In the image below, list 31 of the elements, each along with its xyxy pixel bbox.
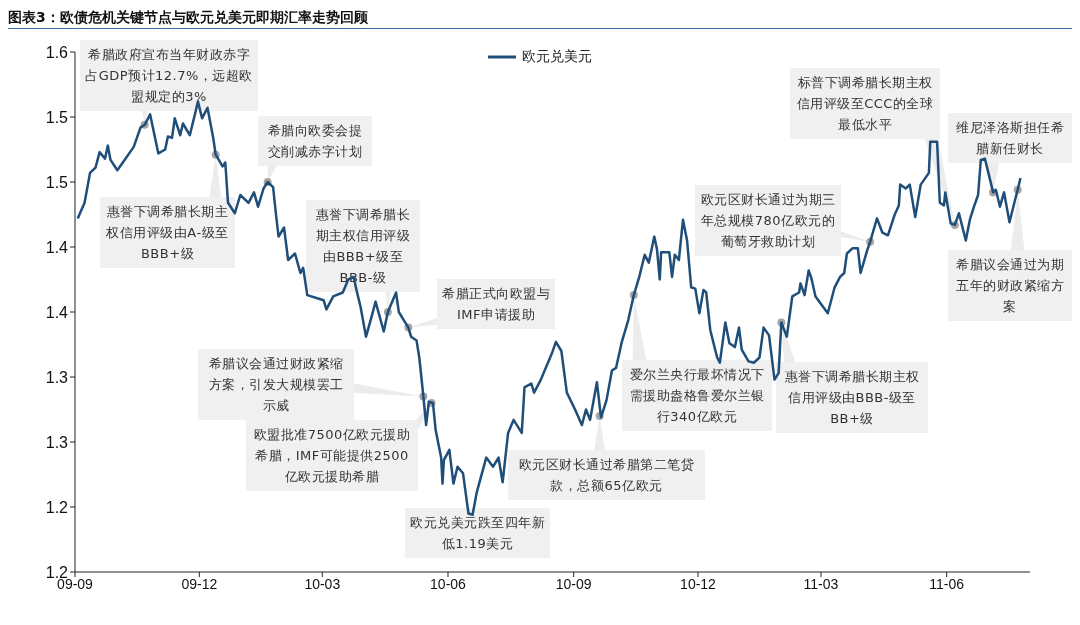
y-tick-label: 1.5 [45, 173, 69, 191]
y-tick-label: 1.3 [45, 368, 69, 386]
annotation: 标普下调希腊长期主权信用评级至CCC的全球最低水平 [790, 68, 940, 139]
x-tick-label: 11-03 [803, 575, 839, 592]
y-tick-label: 1.4 [45, 238, 69, 256]
annotation: 欧盟批准7500亿欧元援助希腊，IMF可能提供2500亿欧元援助希腊 [246, 420, 418, 491]
legend-label: 欧元兑美元 [522, 48, 592, 66]
annotation: 希腊议会通过为期五年的财政紧缩方案 [948, 250, 1072, 321]
annotation: 惠誉下调希腊长期主权信用评级由BBB-级至BB+级 [776, 362, 928, 433]
chart-title: 图表3：欧债危机关键节点与欧元兑美元即期汇率走势回顾 [8, 8, 1072, 29]
annotation: 爱尔兰央行最坏情况下需援助盎格鲁爱尔兰银行340亿欧元 [622, 360, 772, 431]
x-tick-label: 10-09 [555, 575, 592, 592]
x-tick-label: 10-06 [430, 575, 467, 592]
annotation: 惠誉下调希腊长期主权信用评级由A-级至BBB+级 [100, 197, 235, 268]
annotation: 欧元区财长通过希腊第二笔贷款，总额65亿欧元 [508, 450, 705, 500]
annotation: 欧元区财长通过为期三年总规模780亿欧元的葡萄牙救助计划 [695, 185, 841, 256]
x-tick-label: 11-06 [929, 575, 965, 592]
y-tick-label: 1.5 [45, 108, 69, 126]
annotation: 维尼泽洛斯担任希腊新任财长 [948, 113, 1072, 163]
annotation: 希腊向欧委会提交削减赤字计划 [258, 116, 372, 166]
annotation: 希腊政府宣布当年财政赤字占GDP预计12.7%，远超欧盟规定的3% [80, 40, 258, 111]
annotation: 欧元兑美元跌至四年新低1.19美元 [405, 508, 550, 558]
annotation: 希腊正式向欧盟与IMF申请援助 [437, 279, 555, 329]
annotation: 希腊议会通过财政紧缩方案，引发大规模罢工示威 [198, 349, 354, 420]
y-tick-label: 1.6 [45, 43, 69, 61]
y-tick-label: 1.2 [45, 498, 69, 516]
y-tick-label: 1.3 [45, 433, 69, 451]
y-tick-label: 1.4 [45, 303, 69, 321]
x-tick-label: 10-12 [680, 575, 717, 592]
x-tick-label: 10-03 [304, 575, 341, 592]
x-tick-label: 09-12 [181, 575, 218, 592]
